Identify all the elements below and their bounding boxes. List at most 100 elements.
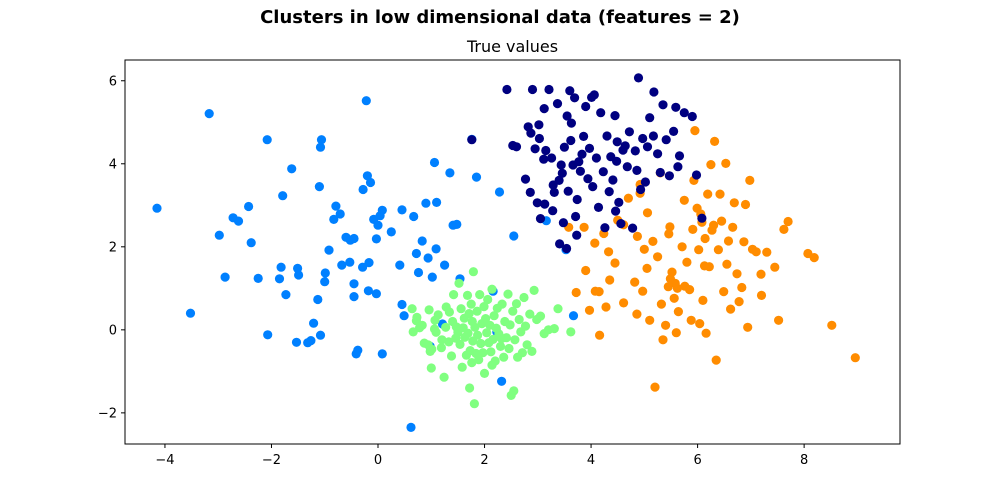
scatter-point [636, 184, 646, 195]
scatter-point [314, 182, 324, 192]
scatter-point [663, 282, 673, 292]
scatter-point [526, 128, 536, 138]
scatter-point [471, 172, 482, 182]
scatter-point [642, 208, 653, 218]
scatter-point [433, 310, 443, 320]
scatter-point [504, 343, 514, 354]
scatter-point [440, 260, 450, 270]
scatter-point [639, 244, 649, 254]
scatter-point [638, 286, 648, 296]
scatter-point [413, 267, 424, 278]
scatter-point [595, 330, 605, 340]
scatter-point [737, 282, 747, 293]
x-tick-label: 2 [480, 453, 488, 468]
scatter-point [544, 84, 554, 95]
y-tick-label: 0 [109, 323, 117, 338]
scatter-point [349, 292, 359, 302]
scatter-point [655, 167, 665, 178]
scatter-point [713, 245, 724, 255]
scatter-point [554, 175, 564, 185]
scatter-point [671, 328, 681, 338]
scatter-point [774, 315, 784, 325]
scatter-point [364, 258, 374, 268]
scatter-point [672, 283, 683, 293]
scatter-point [527, 346, 537, 356]
scatter-point [467, 135, 477, 145]
scatter-point [583, 174, 593, 184]
scatter-point [371, 289, 381, 299]
scatter-point [601, 302, 611, 312]
scatter-point [552, 99, 563, 109]
scatter-point [499, 352, 509, 362]
scatter-point [534, 120, 544, 130]
scatter-point [454, 278, 464, 288]
scatter-point [690, 126, 700, 136]
scatter-point [436, 343, 446, 353]
scatter-point [570, 93, 580, 103]
scatter-point [827, 320, 837, 330]
scatter-point [594, 287, 604, 297]
scatter-point [572, 194, 582, 205]
scatter-point [386, 227, 396, 237]
scatter-point [511, 142, 522, 152]
scatter-point [579, 131, 589, 141]
scatter-point [669, 293, 679, 303]
scatter-point [509, 386, 519, 396]
scatter-point [363, 286, 373, 296]
scatter-point [253, 273, 263, 283]
scatter-point [584, 143, 595, 153]
scatter-point [612, 156, 622, 166]
scatter-point [421, 198, 431, 208]
scatter-point [397, 299, 407, 310]
scatter-point [522, 340, 532, 350]
scatter-point [779, 224, 789, 234]
scatter-point [701, 328, 711, 338]
scatter-point [424, 305, 434, 315]
scatter-point [320, 277, 330, 287]
scatter-point [530, 144, 540, 154]
scatter-point [429, 157, 440, 168]
scatter-point [679, 195, 689, 205]
scatter-point [549, 187, 559, 197]
scatter-point [456, 304, 466, 314]
scatter-point [756, 269, 766, 279]
scatter-point [294, 270, 304, 280]
scatter-point [472, 306, 482, 316]
scatter-point [694, 245, 704, 255]
scatter-point [565, 86, 575, 96]
scatter-point [612, 137, 622, 147]
scatter-point [556, 160, 566, 170]
scatter-point [353, 345, 363, 355]
x-tick-label: 6 [693, 453, 701, 468]
scatter-point [605, 275, 615, 285]
x-tick-label: 4 [587, 453, 595, 468]
scatter-point [349, 233, 359, 244]
scatter-point [549, 324, 559, 334]
scatter-point [653, 252, 663, 262]
scatter-point [649, 87, 659, 97]
scatter-point [487, 284, 497, 294]
scatter-point [581, 101, 591, 112]
scatter-point [511, 299, 522, 309]
scatter-point [548, 206, 558, 216]
scatter-point [262, 135, 272, 145]
scatter-point [331, 201, 341, 211]
y-tick-label: 4 [109, 157, 117, 172]
scatter-point [439, 372, 449, 382]
scatter-point [620, 141, 630, 151]
scatter-point [406, 422, 416, 432]
scatter-point [579, 222, 589, 232]
scatter-point [324, 245, 334, 255]
scatter-point [710, 136, 720, 146]
scatter-point [671, 102, 681, 112]
scatter-point [468, 267, 478, 277]
scatter-point [602, 131, 612, 141]
scatter-point [541, 145, 551, 156]
scatter-point [466, 299, 476, 309]
scatter-point [517, 348, 528, 358]
scatter-point [349, 279, 359, 289]
scatter-point [553, 304, 563, 314]
scatter-point [640, 177, 651, 187]
scatter-point [204, 109, 214, 119]
scatter-point [584, 305, 595, 315]
